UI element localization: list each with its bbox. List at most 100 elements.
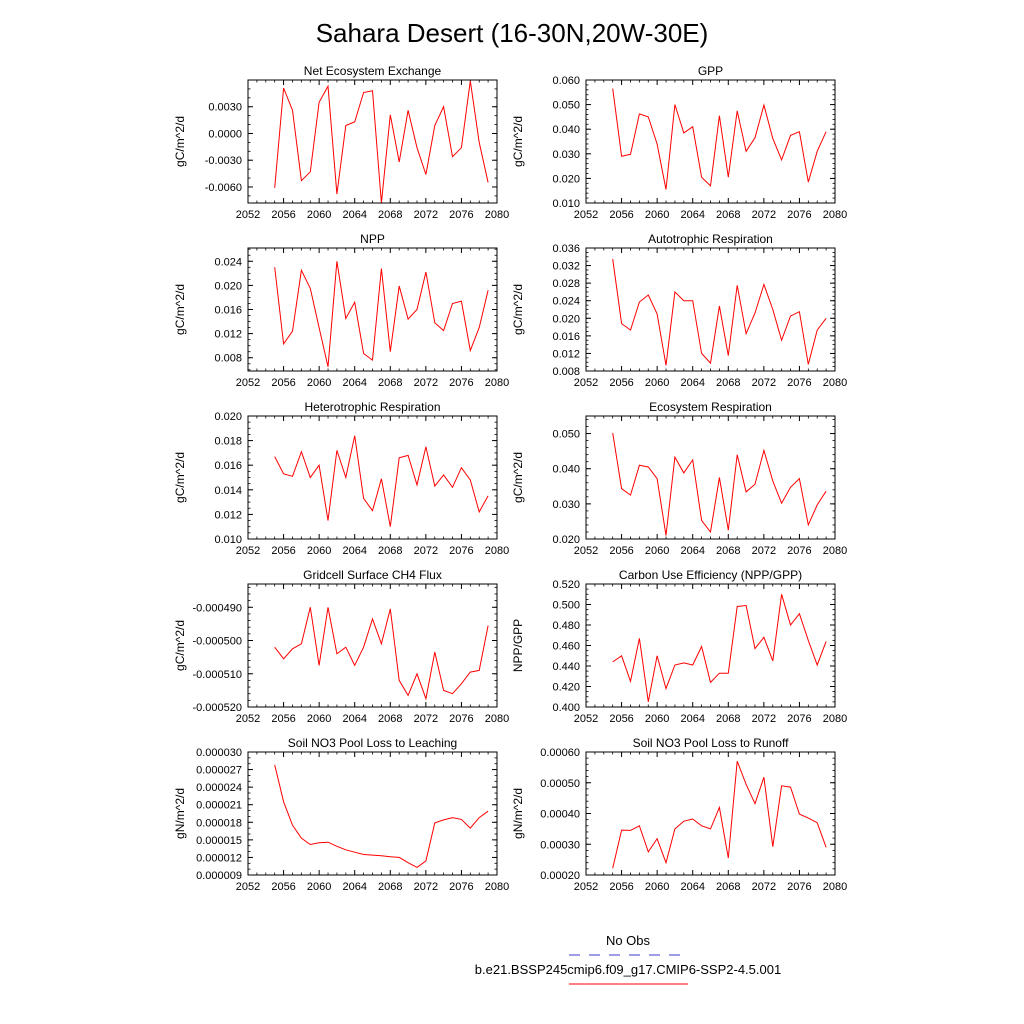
x-tick-label: 2056 <box>271 377 295 389</box>
y-tick-label: 0.018 <box>214 436 242 448</box>
y-tick-label: 0.010 <box>552 198 580 210</box>
y-axis-label: gN/m^2/d <box>511 788 525 839</box>
x-tick-label: 2068 <box>716 377 740 389</box>
x-tick-label: 2072 <box>414 377 438 389</box>
chart-panel: Carbon Use Efficiency (NPP/GPP) NPP/GPP 20… <box>511 568 847 725</box>
x-tick-label: 2060 <box>307 881 331 893</box>
y-tick-label: 0.000027 <box>196 765 242 777</box>
y-tick-label: 0.020 <box>552 173 580 185</box>
x-tick-label: 2052 <box>236 377 260 389</box>
x-tick-label: 2056 <box>609 377 633 389</box>
x-tick-label: 2072 <box>414 209 438 221</box>
series-line <box>612 594 827 702</box>
y-tick-label: 0.040 <box>552 124 580 136</box>
y-axis-label: gC/m^2/d <box>173 620 187 671</box>
y-tick-label: 0.050 <box>552 100 580 112</box>
x-tick-label: 2076 <box>449 209 473 221</box>
x-tick-label: 2060 <box>645 881 669 893</box>
x-tick-label: 2052 <box>236 209 260 221</box>
y-axis-label: gC/m^2/d <box>173 284 187 335</box>
x-tick-label: 2080 <box>823 881 847 893</box>
x-tick-label: 2064 <box>680 881 704 893</box>
y-tick-label: 0.012 <box>214 509 242 521</box>
x-tick-label: 2064 <box>342 545 366 557</box>
y-tick-label: 0.012 <box>552 348 580 360</box>
chart-panel: Heterotrophic Respiration gC/m^2/d 2052 205… <box>173 400 509 557</box>
x-tick-label: 2060 <box>645 377 669 389</box>
y-tick-label: 0.400 <box>552 702 580 714</box>
y-tick-label: 0.480 <box>552 620 580 632</box>
x-tick-label: 2052 <box>236 881 260 893</box>
y-tick-label: 0.030 <box>552 149 580 161</box>
series-line <box>274 261 489 367</box>
y-tick-label: -0.0030 <box>205 155 242 167</box>
x-tick-label: 2060 <box>645 713 669 725</box>
x-tick-label: 2060 <box>307 377 331 389</box>
x-tick-label: 2052 <box>574 881 598 893</box>
legend-model-label: b.e21.BSSP245cmip6.f09_g17.CMIP6-SSP2-4.… <box>475 962 781 977</box>
y-tick-label: 0.020 <box>552 534 580 546</box>
x-tick-label: 2076 <box>449 713 473 725</box>
chart-panel: Soil NO3 Pool Loss to Leaching gN/m^2/d 20… <box>173 736 509 893</box>
legend-obs-label: No Obs <box>606 933 651 948</box>
chart-panel: Ecosystem Respiration gC/m^2/d 2052 2056 206… <box>511 400 847 557</box>
chart-panel: GPP gC/m^2/d 2052 2056 2060 2064 2068 2072 2076 2… <box>511 64 847 221</box>
x-tick-label: 2072 <box>414 881 438 893</box>
plot-frame <box>247 247 498 372</box>
x-tick-label: 2080 <box>485 545 509 557</box>
x-tick-label: 2064 <box>680 713 704 725</box>
y-tick-label: 0.0030 <box>208 102 242 114</box>
y-axis-label: gC/m^2/d <box>511 116 525 167</box>
y-tick-label: 0.010 <box>214 534 242 546</box>
x-tick-label: 2068 <box>716 545 740 557</box>
x-tick-label: 2076 <box>787 713 811 725</box>
x-tick-label: 2056 <box>271 881 295 893</box>
x-tick-label: 2064 <box>680 377 704 389</box>
y-tick-label: 0.000018 <box>196 817 242 829</box>
y-axis-label: gN/m^2/d <box>173 788 187 839</box>
y-tick-label: 0.00030 <box>540 839 580 851</box>
x-tick-label: 2064 <box>342 713 366 725</box>
chart-title: NPP <box>360 232 385 246</box>
x-tick-label: 2076 <box>787 881 811 893</box>
x-tick-label: 2072 <box>752 713 776 725</box>
x-tick-label: 2080 <box>823 545 847 557</box>
plot-frame <box>585 751 836 876</box>
plot-frame <box>247 583 498 708</box>
y-tick-label: 0.012 <box>214 329 242 341</box>
y-axis-label: gC/m^2/d <box>173 116 187 167</box>
y-tick-label: 0.024 <box>552 296 580 308</box>
y-axis-label: NPP/GPP <box>511 619 525 672</box>
y-tick-label: 0.050 <box>552 429 580 441</box>
x-tick-label: 2080 <box>823 209 847 221</box>
y-tick-label: 0.000009 <box>196 870 242 882</box>
x-tick-label: 2076 <box>787 209 811 221</box>
series-line <box>612 258 827 366</box>
series-line <box>612 432 827 536</box>
y-tick-label: 0.00020 <box>540 870 580 882</box>
x-tick-label: 2052 <box>574 209 598 221</box>
y-tick-label: 0.00050 <box>540 778 580 790</box>
y-tick-label: 0.500 <box>552 600 580 612</box>
chart-title: GPP <box>698 64 723 78</box>
x-tick-label: 2052 <box>574 713 598 725</box>
plot-frame <box>585 415 836 540</box>
x-tick-label: 2064 <box>680 545 704 557</box>
x-tick-label: 2052 <box>236 713 260 725</box>
x-tick-label: 2068 <box>716 209 740 221</box>
y-tick-label: 0.000030 <box>196 747 242 759</box>
chart-title: Autotrophic Respiration <box>648 232 773 246</box>
x-tick-label: 2060 <box>645 545 669 557</box>
x-tick-label: 2080 <box>823 713 847 725</box>
x-tick-label: 2080 <box>485 377 509 389</box>
x-tick-label: 2072 <box>752 545 776 557</box>
chart-panel: Net Ecosystem Exchange gC/m^2/d 2052 2056 20… <box>173 64 509 221</box>
x-tick-label: 2060 <box>307 713 331 725</box>
plot-frame <box>247 751 498 876</box>
chart-panel: NPP gC/m^2/d 2052 2056 2060 2064 2068 2072 2076 2… <box>173 232 509 389</box>
series-line <box>274 764 489 868</box>
chart-title: Carbon Use Efficiency (NPP/GPP) <box>619 568 802 582</box>
x-tick-label: 2068 <box>378 881 402 893</box>
x-tick-label: 2068 <box>378 377 402 389</box>
